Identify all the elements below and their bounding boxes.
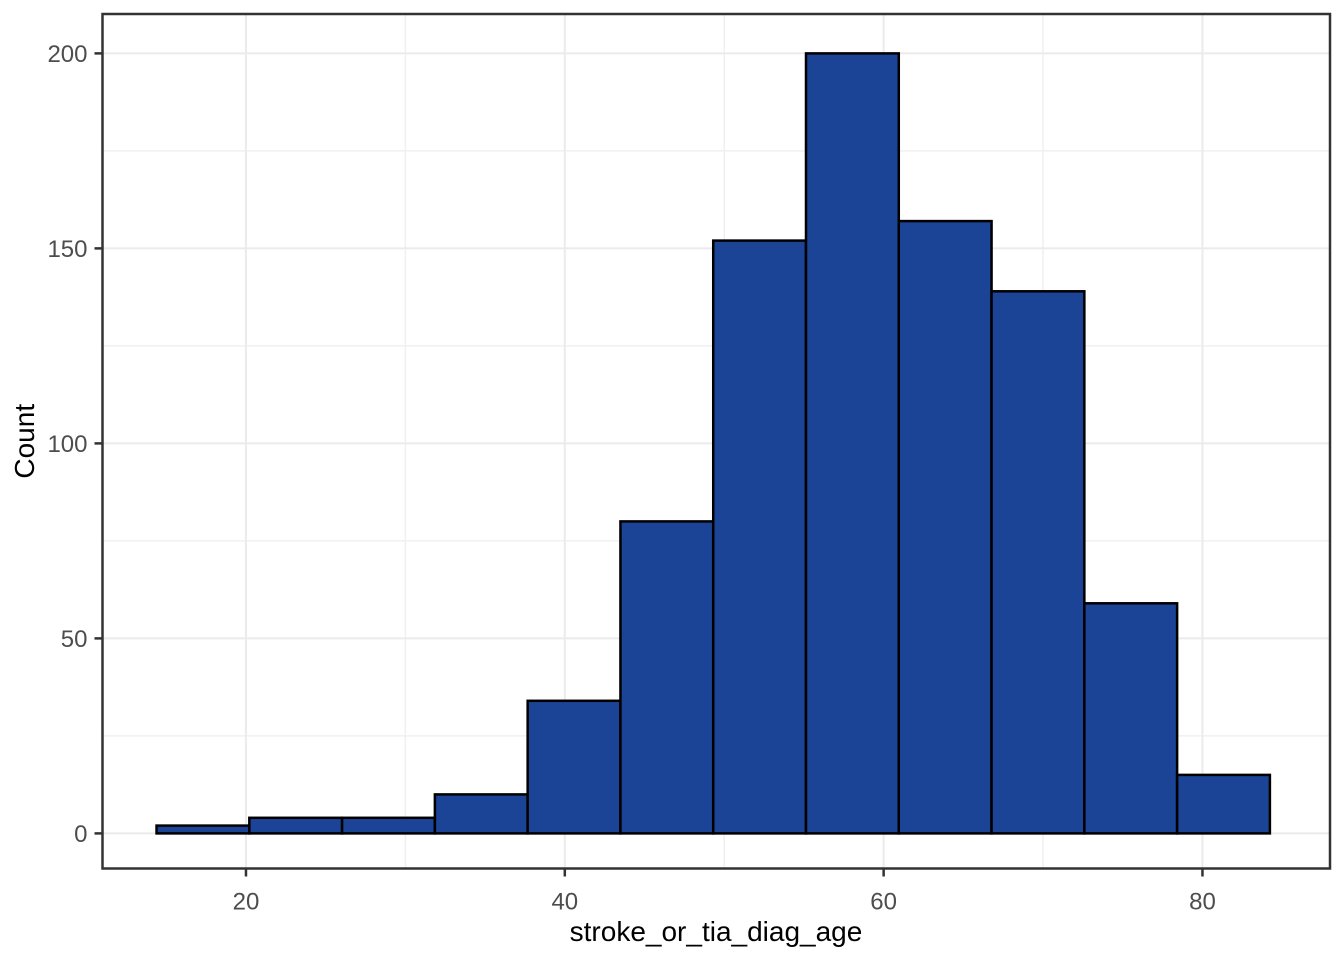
axis-tick-marks <box>94 52 1204 877</box>
histogram-bar <box>1175 773 1272 835</box>
histogram-bar <box>897 219 993 835</box>
x-tick-label: 60 <box>870 889 897 916</box>
histogram-bar <box>248 816 344 835</box>
y-tick-label: 100 <box>47 431 87 458</box>
x-tick-label: 40 <box>551 889 578 916</box>
histogram-bar <box>1083 602 1179 835</box>
histogram-bar <box>711 239 808 835</box>
histogram-bar <box>990 290 1086 835</box>
histogram-bars <box>155 52 1272 835</box>
x-tick-label: 80 <box>1189 889 1216 916</box>
histogram-bar <box>619 520 715 835</box>
axis-tick-labels: 20 40 60 80 0 50 100 150 200 <box>47 41 1215 916</box>
histogram-bar <box>804 52 901 835</box>
y-tick-label: 200 <box>47 41 87 68</box>
histogram-bar <box>340 816 437 835</box>
y-tick-label: 0 <box>74 821 87 848</box>
x-axis-title: stroke_or_tia_diag_age <box>570 916 863 947</box>
histogram-bar <box>526 699 622 835</box>
y-tick-label: 150 <box>47 236 87 263</box>
y-tick-label: 50 <box>61 626 88 653</box>
panel-border <box>101 12 1332 870</box>
histogram-bar <box>433 793 529 835</box>
histogram-bar <box>155 824 251 835</box>
x-tick-label: 20 <box>233 889 260 916</box>
y-axis-title: Count <box>9 404 40 479</box>
